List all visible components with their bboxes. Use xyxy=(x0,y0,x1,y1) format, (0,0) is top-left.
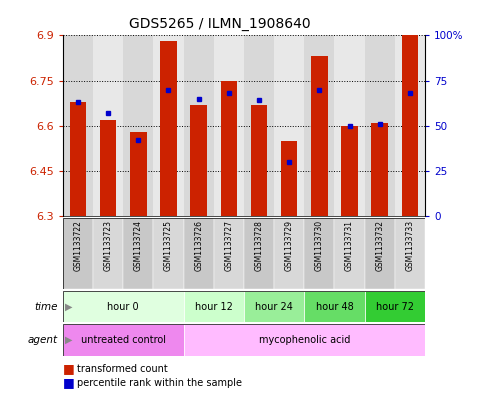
Text: time: time xyxy=(34,301,58,312)
Bar xyxy=(63,218,93,289)
Text: percentile rank within the sample: percentile rank within the sample xyxy=(77,378,242,388)
Bar xyxy=(251,105,267,216)
Text: GDS5265 / ILMN_1908640: GDS5265 / ILMN_1908640 xyxy=(129,17,311,31)
Bar xyxy=(160,41,177,216)
Bar xyxy=(213,218,244,289)
Text: hour 48: hour 48 xyxy=(315,301,354,312)
Text: hour 24: hour 24 xyxy=(255,301,293,312)
Text: GSM1133724: GSM1133724 xyxy=(134,220,143,271)
Text: ■: ■ xyxy=(63,376,74,389)
Bar xyxy=(365,218,395,289)
Bar xyxy=(304,218,334,289)
Text: mycophenolic acid: mycophenolic acid xyxy=(258,335,350,345)
Text: GSM1133726: GSM1133726 xyxy=(194,220,203,271)
Text: ■: ■ xyxy=(63,362,74,375)
Bar xyxy=(63,291,184,322)
Bar xyxy=(63,324,184,356)
Bar xyxy=(184,35,213,216)
Bar xyxy=(70,102,86,216)
Text: GSM1133728: GSM1133728 xyxy=(255,220,264,271)
Text: GSM1133727: GSM1133727 xyxy=(224,220,233,271)
Bar xyxy=(63,35,93,216)
Text: GSM1133722: GSM1133722 xyxy=(73,220,83,271)
Text: GSM1133732: GSM1133732 xyxy=(375,220,384,271)
Bar xyxy=(244,218,274,289)
Bar xyxy=(184,218,213,289)
Text: GSM1133729: GSM1133729 xyxy=(284,220,294,271)
Text: ▶: ▶ xyxy=(65,301,73,312)
Bar xyxy=(274,35,304,216)
Bar xyxy=(341,126,358,216)
Bar xyxy=(123,35,154,216)
Text: GSM1133725: GSM1133725 xyxy=(164,220,173,271)
Bar xyxy=(281,141,298,216)
Bar xyxy=(123,218,154,289)
Bar xyxy=(184,291,244,322)
Text: ▶: ▶ xyxy=(65,335,73,345)
Text: transformed count: transformed count xyxy=(77,364,168,374)
Bar xyxy=(244,291,304,322)
Bar xyxy=(304,291,365,322)
Text: hour 0: hour 0 xyxy=(107,301,139,312)
Bar xyxy=(100,120,116,216)
Bar xyxy=(371,123,388,216)
Bar xyxy=(190,105,207,216)
Text: untreated control: untreated control xyxy=(81,335,166,345)
Text: hour 12: hour 12 xyxy=(195,301,233,312)
Bar xyxy=(311,57,327,216)
Bar xyxy=(213,35,244,216)
Bar xyxy=(244,35,274,216)
Bar xyxy=(130,132,146,216)
Bar xyxy=(221,81,237,216)
Bar xyxy=(184,324,425,356)
Bar xyxy=(365,35,395,216)
Text: GSM1133723: GSM1133723 xyxy=(103,220,113,271)
Bar xyxy=(402,35,418,216)
Text: hour 72: hour 72 xyxy=(376,301,414,312)
Bar xyxy=(274,218,304,289)
Bar xyxy=(365,291,425,322)
Bar xyxy=(154,35,184,216)
Text: GSM1133731: GSM1133731 xyxy=(345,220,354,271)
Bar xyxy=(395,35,425,216)
Bar xyxy=(395,218,425,289)
Bar xyxy=(304,35,334,216)
Bar xyxy=(334,35,365,216)
Text: GSM1133733: GSM1133733 xyxy=(405,220,414,271)
Text: agent: agent xyxy=(28,335,58,345)
Bar xyxy=(93,218,123,289)
Bar xyxy=(93,35,123,216)
Bar xyxy=(334,218,365,289)
Bar xyxy=(154,218,184,289)
Text: GSM1133730: GSM1133730 xyxy=(315,220,324,271)
